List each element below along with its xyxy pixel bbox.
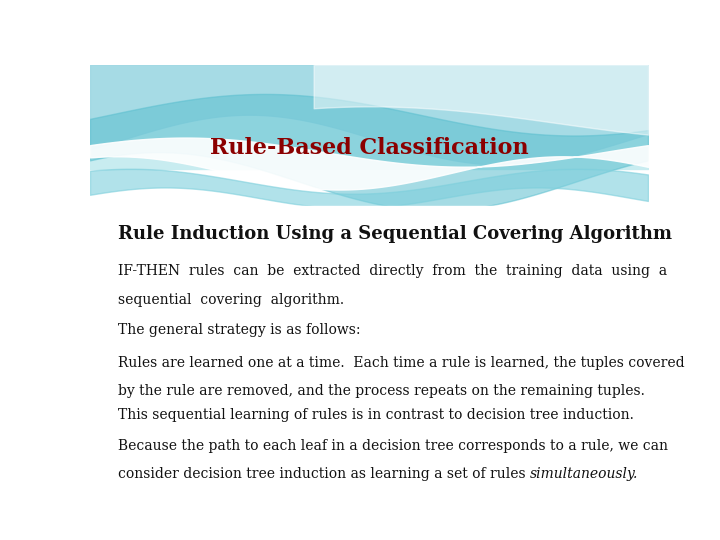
Text: by the rule are removed, and the process repeats on the remaining tuples.: by the rule are removed, and the process… bbox=[118, 384, 645, 398]
Text: Rule Induction Using a Sequential Covering Algorithm: Rule Induction Using a Sequential Coveri… bbox=[118, 225, 672, 243]
Text: Rule-Based Classification: Rule-Based Classification bbox=[210, 137, 528, 159]
Text: sequential  covering  algorithm.: sequential covering algorithm. bbox=[118, 293, 344, 307]
Text: The general strategy is as follows:: The general strategy is as follows: bbox=[118, 322, 361, 336]
Text: consider decision tree induction as learning a set of rules: consider decision tree induction as lear… bbox=[118, 467, 530, 481]
Text: This sequential learning of rules is in contrast to decision tree induction.: This sequential learning of rules is in … bbox=[118, 408, 634, 422]
Text: simultaneously.: simultaneously. bbox=[530, 467, 638, 481]
Text: Because the path to each leaf in a decision tree corresponds to a rule, we can: Because the path to each leaf in a decis… bbox=[118, 439, 668, 453]
Text: Rules are learned one at a time.  Each time a rule is learned, the tuples covere: Rules are learned one at a time. Each ti… bbox=[118, 356, 685, 370]
Text: IF-THEN  rules  can  be  extracted  directly  from  the  training  data  using  : IF-THEN rules can be extracted directly … bbox=[118, 265, 667, 279]
